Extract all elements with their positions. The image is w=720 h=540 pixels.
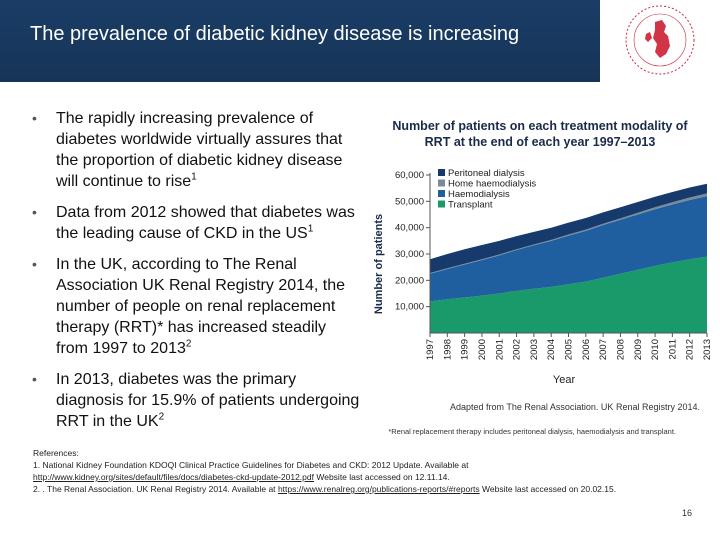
y-axis-title: Number of patients: [373, 214, 385, 314]
bullet-item: • Data from 2012 showed that diabetes was…: [30, 202, 360, 244]
legend-swatch: [438, 190, 445, 197]
chart-footnote: *Renal replacement therapy includes peri…: [388, 427, 676, 436]
legend-label: Transplant: [448, 200, 493, 211]
reference-2: 2. . The Renal Association. UK Renal Reg…: [33, 483, 683, 495]
x-tick-label: 1998: [442, 339, 453, 360]
reference-2-text: 2. . The Renal Association. UK Renal Reg…: [33, 484, 276, 494]
citation-ref: 1: [191, 171, 197, 183]
bullet-text: Data from 2012 showed that diabetes was …: [56, 204, 355, 242]
y-tick-label: 20,000: [395, 275, 424, 286]
x-tick-label: 2013: [702, 339, 712, 360]
bullet-text: In 2013, diabetes was the primary diagno…: [56, 371, 360, 430]
rrt-stacked-area-chart: 10,000 20,000 30,000 40,000 50,000 60,000 1997…: [373, 168, 712, 386]
references: References: 1. National Kidney Foundatio…: [33, 447, 683, 495]
x-tick-label: 2003: [529, 339, 540, 360]
citation-ref: 2: [185, 338, 192, 350]
renal-society-logo-graphic: [625, 5, 695, 75]
area-series-peritoneal-dialysis: [430, 183, 707, 273]
page-number: 16: [682, 508, 693, 518]
chart-source: Adapted from The Renal Association. UK R…: [450, 402, 700, 412]
area-series-haemodialysis: [430, 196, 707, 302]
bullet-text: The rapidly increasing prevalence of dia…: [56, 110, 343, 190]
citation-ref: 2: [158, 411, 165, 423]
legend-label: Peritoneal dialysis: [448, 168, 525, 179]
reference-2-link[interactable]: https://www.renalreg.org/publications-re…: [277, 484, 480, 494]
bullet-item: • In the UK, according to The Renal Assoc…: [30, 254, 360, 359]
x-tick-label: 2008: [615, 339, 626, 360]
y-tick-label: 30,000: [395, 249, 424, 260]
legend-label: Home haemodialysis: [448, 179, 536, 190]
legend-swatch: [438, 169, 445, 176]
slide-title: The prevalence of diabetic kidney diseas…: [30, 23, 520, 45]
title-banner: The prevalence of diabetic kidney diseas…: [0, 0, 720, 82]
x-tick-label: 2002: [512, 339, 523, 360]
chart-title: Number of patients on each treatment mod…: [392, 119, 688, 149]
bullet-marker: •: [32, 256, 37, 272]
y-tick-label: 60,000: [395, 170, 424, 181]
bullet-item: • The rapidly increasing prevalence of di…: [30, 108, 360, 192]
x-tick-label: 2010: [650, 339, 661, 360]
reference-2-tail: Website last accessed on 20.02.15.: [482, 484, 617, 494]
x-tick-label: 2007: [598, 339, 609, 360]
renal-society-logo: [600, 0, 720, 82]
x-tick-label: 1999: [460, 339, 471, 360]
x-tick-label: 2001: [494, 339, 505, 360]
x-tick-label: 2000: [477, 339, 488, 360]
references-heading: References:: [33, 448, 79, 458]
legend-swatch: [438, 179, 445, 187]
area-series-home-haemodialysis: [430, 193, 707, 274]
bullet-marker: •: [32, 110, 37, 126]
bullet-text: In the UK, according to The Renal Associ…: [56, 256, 346, 357]
reference-1-text: 1. National Kidney Foundation KDOQI Clin…: [33, 460, 469, 470]
bullet-marker: •: [32, 371, 37, 387]
bullet-marker: •: [32, 204, 37, 220]
bullet-item: • In 2013, diabetes was the primary diagn…: [30, 369, 360, 432]
legend-swatch: [438, 200, 445, 208]
x-tick-label: 2006: [581, 339, 592, 360]
x-axis-title: Year: [553, 374, 576, 386]
reference-1-link[interactable]: http://www.kidney.org/sites/default/file…: [33, 472, 314, 482]
x-tick-label: 2011: [667, 339, 678, 359]
y-tick-label: 40,000: [395, 223, 424, 234]
y-tick-label: 50,000: [395, 196, 424, 207]
x-tick-label: 2009: [633, 339, 644, 360]
reference-1-tail: Website last accessed on 12.11.14.: [316, 472, 450, 482]
x-tick-label: 2005: [564, 339, 575, 360]
x-tick-label: 1997: [425, 339, 436, 360]
citation-ref: 1: [307, 223, 314, 235]
area-series-transplant: [430, 256, 707, 333]
x-tick-label: 2012: [685, 339, 696, 360]
bullet-list: • The rapidly increasing prevalence of di…: [30, 108, 360, 442]
legend-label: Haemodialysis: [448, 189, 510, 200]
y-tick-label: 10,000: [395, 302, 424, 313]
reference-1: 1. National Kidney Foundation KDOQI Clin…: [33, 459, 683, 483]
x-tick-label: 2004: [546, 339, 557, 360]
